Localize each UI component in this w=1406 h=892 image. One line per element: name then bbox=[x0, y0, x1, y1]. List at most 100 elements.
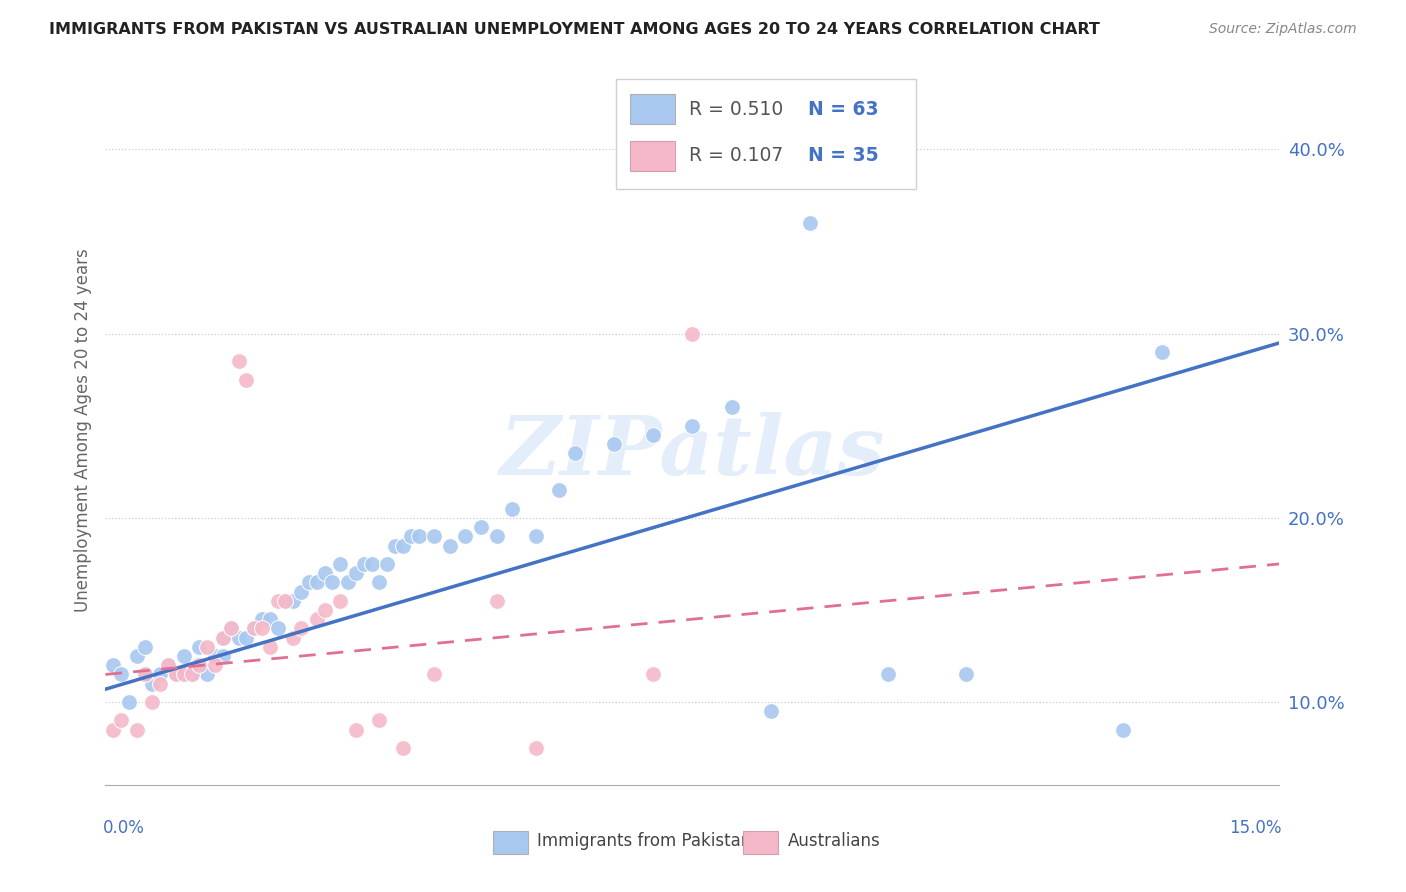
Point bbox=[314, 566, 336, 581]
Point bbox=[141, 676, 163, 690]
Point bbox=[219, 621, 242, 635]
Text: IMMIGRANTS FROM PAKISTAN VS AUSTRALIAN UNEMPLOYMENT AMONG AGES 20 TO 24 YEARS CO: IMMIGRANTS FROM PAKISTAN VS AUSTRALIAN U… bbox=[49, 22, 1099, 37]
Point bbox=[165, 667, 187, 681]
Point bbox=[118, 695, 141, 709]
Point bbox=[228, 354, 250, 368]
Point bbox=[219, 621, 242, 635]
Point bbox=[266, 594, 288, 608]
Point bbox=[211, 648, 233, 663]
Text: Source: ZipAtlas.com: Source: ZipAtlas.com bbox=[1209, 22, 1357, 37]
Point bbox=[266, 621, 288, 635]
Point bbox=[110, 714, 132, 728]
Point bbox=[134, 667, 156, 681]
Point bbox=[392, 741, 415, 756]
Point bbox=[454, 529, 477, 543]
Point bbox=[134, 640, 156, 654]
Point bbox=[439, 539, 461, 553]
Text: N = 63: N = 63 bbox=[807, 100, 879, 119]
Point bbox=[180, 667, 202, 681]
Point bbox=[305, 612, 328, 626]
Point bbox=[103, 658, 125, 673]
Point bbox=[195, 667, 218, 681]
Point bbox=[1112, 723, 1135, 737]
Point bbox=[329, 557, 352, 571]
Point bbox=[235, 373, 257, 387]
Point bbox=[423, 667, 446, 681]
Text: Australians: Australians bbox=[787, 832, 880, 850]
Point bbox=[399, 529, 422, 543]
Point bbox=[290, 621, 312, 635]
Point bbox=[368, 575, 391, 590]
Point bbox=[110, 667, 132, 681]
Point bbox=[235, 631, 257, 645]
Point bbox=[485, 529, 508, 543]
FancyBboxPatch shape bbox=[616, 79, 915, 189]
Point bbox=[290, 584, 312, 599]
Point bbox=[125, 723, 148, 737]
Point bbox=[228, 631, 250, 645]
Point bbox=[344, 723, 367, 737]
Point bbox=[173, 667, 195, 681]
Point bbox=[157, 658, 180, 673]
Point bbox=[250, 621, 273, 635]
Point bbox=[344, 566, 367, 581]
Point bbox=[603, 437, 626, 451]
Point bbox=[423, 529, 446, 543]
Point bbox=[392, 539, 415, 553]
Point bbox=[283, 594, 305, 608]
Point bbox=[360, 557, 382, 571]
Point bbox=[329, 594, 352, 608]
Point bbox=[470, 520, 492, 534]
Point bbox=[955, 667, 977, 681]
Point bbox=[408, 529, 430, 543]
Point bbox=[250, 612, 273, 626]
Text: 15.0%: 15.0% bbox=[1229, 819, 1282, 837]
Point bbox=[682, 326, 704, 341]
Point bbox=[283, 631, 305, 645]
Point bbox=[157, 658, 180, 673]
Point bbox=[204, 658, 226, 673]
Point bbox=[485, 594, 508, 608]
Point bbox=[243, 621, 266, 635]
Point bbox=[204, 648, 226, 663]
Text: Immigrants from Pakistan: Immigrants from Pakistan bbox=[537, 832, 752, 850]
Point bbox=[173, 667, 195, 681]
FancyBboxPatch shape bbox=[494, 831, 529, 854]
Point bbox=[337, 575, 360, 590]
Point bbox=[165, 667, 187, 681]
Point bbox=[134, 667, 156, 681]
Text: R = 0.107: R = 0.107 bbox=[689, 146, 783, 165]
Point bbox=[375, 557, 398, 571]
Point bbox=[180, 667, 202, 681]
Text: N = 35: N = 35 bbox=[807, 146, 879, 165]
Point bbox=[149, 676, 172, 690]
Point bbox=[682, 418, 704, 433]
Text: 0.0%: 0.0% bbox=[103, 819, 145, 837]
Point bbox=[548, 483, 571, 498]
Y-axis label: Unemployment Among Ages 20 to 24 years: Unemployment Among Ages 20 to 24 years bbox=[73, 249, 91, 612]
Point bbox=[173, 648, 195, 663]
Point bbox=[524, 741, 547, 756]
Point bbox=[125, 648, 148, 663]
Point bbox=[643, 428, 665, 442]
Point bbox=[321, 575, 343, 590]
Text: R = 0.510: R = 0.510 bbox=[689, 100, 783, 119]
Point bbox=[720, 401, 742, 415]
Point bbox=[877, 667, 900, 681]
Point bbox=[643, 667, 665, 681]
Point bbox=[305, 575, 328, 590]
Point bbox=[353, 557, 375, 571]
Point bbox=[103, 723, 125, 737]
Point bbox=[195, 640, 218, 654]
Point bbox=[501, 501, 523, 516]
Point bbox=[188, 658, 211, 673]
Text: ZIPatlas: ZIPatlas bbox=[499, 412, 886, 491]
Point bbox=[524, 529, 547, 543]
Point bbox=[188, 640, 211, 654]
FancyBboxPatch shape bbox=[742, 831, 778, 854]
Point bbox=[259, 640, 281, 654]
Point bbox=[384, 539, 406, 553]
Point bbox=[243, 621, 266, 635]
Point bbox=[759, 704, 782, 718]
Point bbox=[211, 631, 233, 645]
